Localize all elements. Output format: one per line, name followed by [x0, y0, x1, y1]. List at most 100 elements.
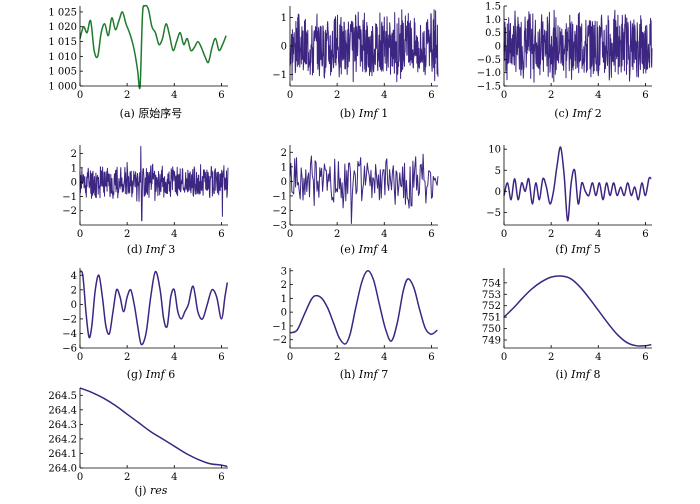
caption-name: Imf: [570, 368, 592, 381]
x-tick-label: 4: [381, 90, 387, 101]
caption-name: Imf: [571, 107, 593, 120]
caption-name: Imf: [358, 107, 380, 120]
y-tick-label: 5: [495, 166, 501, 177]
y-tick-label: 1 005: [48, 67, 77, 78]
y-tick-label: −2: [62, 206, 77, 217]
x-tick-label: 4: [171, 472, 177, 483]
y-tick-label: −2: [272, 206, 287, 217]
x-tick-label: 0: [287, 90, 293, 101]
y-tick-label: 4: [71, 271, 77, 282]
y-tick-label: −3: [272, 221, 287, 232]
series-line-i: [503, 275, 652, 347]
panel-c: 0 2 4 6 −1.5 −1.0 −0.5 0 0.5 1.0 1.5 (c) Imf 2: [477, 2, 653, 120]
series-line-b: [289, 9, 439, 83]
x-tick-label: 4: [381, 352, 387, 363]
y-tick-label: 754: [482, 278, 501, 289]
caption-b: (b) Imf 1: [340, 107, 388, 120]
caption-prefix: (c): [554, 107, 572, 120]
x-tick-label: 0: [287, 352, 293, 363]
x-tick-label: 0: [77, 472, 83, 483]
y-tick-label: −1: [272, 321, 287, 332]
y-tick-label: 751: [482, 313, 501, 324]
caption-name: Imf: [358, 368, 380, 381]
caption-c: (c) Imf 2: [554, 107, 602, 120]
caption-prefix: (j): [135, 484, 151, 497]
panel-g: 0 2 4 6 −6 −4 −2 0 2 4 (g) Imf 6: [62, 268, 229, 381]
caption-suffix: 2: [591, 107, 602, 120]
panel-j: 0 2 4 6 264.0 264.1 264.2 264.3 264.4 264.5 (j) re…: [48, 387, 228, 497]
x-tick-label: 2: [334, 90, 340, 101]
y-tick-label: 0: [281, 308, 287, 319]
caption-suffix: 4: [377, 243, 388, 256]
y-tick-label: −5: [486, 208, 501, 219]
caption-suffix: 3: [165, 243, 176, 256]
x-tick-label: 0: [77, 90, 83, 101]
series-line-j: [79, 387, 228, 468]
caption-a: (a) 原始序号: [120, 106, 183, 120]
y-tick-label: 749: [482, 336, 501, 347]
y-tick-label: 264.2: [48, 434, 77, 445]
x-tick-label: 4: [171, 352, 177, 363]
y-tick-label: 0: [281, 42, 287, 53]
y-tick-label: 0: [495, 42, 501, 53]
x-tick-label: 6: [218, 472, 224, 483]
caption-prefix: (h): [340, 368, 359, 381]
y-tick-label: 264.1: [48, 449, 77, 460]
x-tick-label: 6: [218, 229, 224, 240]
x-tick-label: 4: [171, 229, 177, 240]
y-tick-label: 752: [482, 301, 501, 312]
series-line-c: [503, 9, 653, 83]
y-tick-label: 264.5: [48, 391, 77, 402]
caption-name: Imf: [145, 368, 167, 381]
y-tick-label: −1.0: [477, 68, 501, 79]
series-line-g: [79, 270, 229, 346]
x-tick-label: 4: [595, 90, 601, 101]
x-tick-label: 2: [548, 352, 554, 363]
x-tick-label: 0: [77, 229, 83, 240]
series-line-e: [289, 153, 439, 224]
panel-h: 0 2 4 6 −2 −1 0 1 2 3 (h) Imf 7: [272, 266, 438, 381]
caption-suffix: 8: [590, 368, 601, 381]
caption-prefix: (e): [340, 243, 359, 256]
y-tick-label: 1 020: [48, 22, 77, 33]
caption-prefix: (a): [120, 107, 139, 120]
y-tick-label: 1 025: [48, 7, 77, 18]
caption-suffix: 7: [378, 368, 389, 381]
x-tick-label: 6: [428, 229, 434, 240]
caption-e: (e) Imf 4: [340, 243, 388, 256]
y-tick-label: 1: [71, 163, 77, 174]
y-tick-label: −6: [62, 344, 77, 355]
x-tick-label: 2: [334, 229, 340, 240]
x-tick-label: 2: [124, 472, 130, 483]
y-tick-label: 264.3: [48, 420, 77, 431]
y-tick-label: 0: [71, 300, 77, 311]
y-tick-label: 3: [281, 266, 287, 277]
caption-name: Imf: [145, 243, 167, 256]
caption-name: res: [150, 484, 168, 497]
panel-d: 0 2 4 6 −2 −1 0 1 2 (d) Imf 3: [62, 145, 229, 256]
y-tick-label: 2: [281, 280, 287, 291]
x-tick-label: 2: [124, 90, 130, 101]
caption-name: Imf: [570, 243, 592, 256]
caption-i: (i) Imf 8: [556, 368, 601, 381]
y-tick-label: 1.0: [485, 15, 501, 26]
y-tick-label: −4: [62, 329, 77, 340]
x-tick-label: 6: [428, 352, 434, 363]
x-tick-label: 2: [548, 229, 554, 240]
caption-name: Imf: [358, 243, 380, 256]
y-tick-label: 264.4: [48, 405, 77, 416]
x-tick-label: 0: [501, 90, 507, 101]
series-line-d: [79, 145, 229, 222]
y-tick-label: 1 000: [48, 82, 77, 93]
caption-prefix: (b): [340, 107, 359, 120]
x-tick-label: 2: [548, 90, 554, 101]
y-tick-label: 1 015: [48, 37, 77, 48]
y-tick-label: 1: [281, 294, 287, 305]
x-tick-label: 6: [428, 90, 434, 101]
y-tick-label: 2: [71, 285, 77, 296]
caption-prefix: (f): [555, 243, 571, 256]
x-tick-label: 6: [642, 90, 648, 101]
y-tick-label: 1: [281, 162, 287, 173]
